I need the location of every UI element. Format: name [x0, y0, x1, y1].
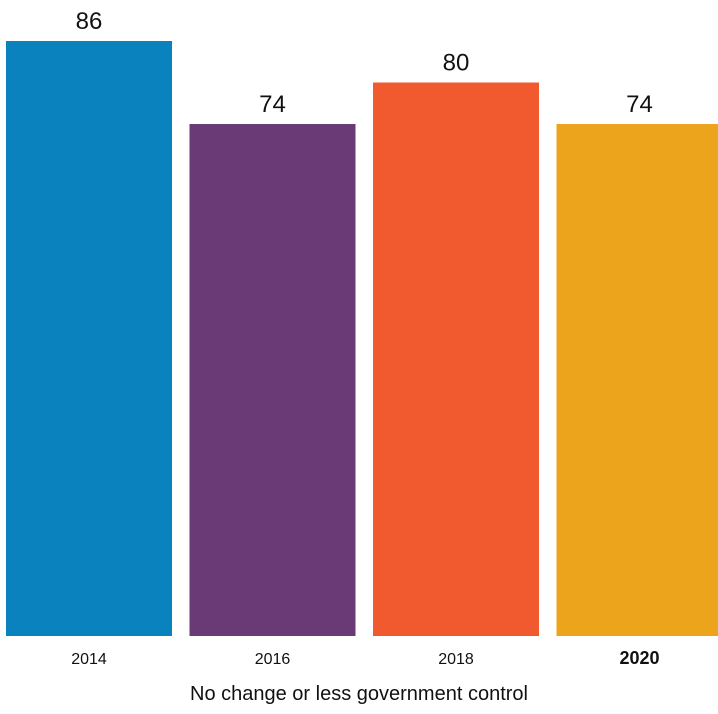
- value-label-2020: 74: [626, 91, 653, 118]
- value-label-2016: 74: [259, 91, 286, 118]
- x-tick-label-2016: 2016: [255, 651, 291, 668]
- bar-2020: [556, 124, 718, 636]
- x-axis-label: No change or less government control: [190, 683, 528, 705]
- value-labels-group: 86 74 80 74: [76, 8, 653, 118]
- bar-2014: [6, 41, 172, 636]
- x-tick-label-2018: 2018: [438, 651, 474, 668]
- bar-2018: [373, 82, 539, 637]
- x-tick-label-2020: 2020: [619, 648, 659, 668]
- value-label-2018: 80: [443, 50, 470, 77]
- value-label-2014: 86: [76, 8, 103, 35]
- x-tick-labels-group: 2014 2016 2018 2020: [71, 648, 659, 668]
- bars-group: [6, 41, 718, 637]
- x-tick-label-2014: 2014: [71, 651, 107, 668]
- bar-2016: [189, 124, 356, 636]
